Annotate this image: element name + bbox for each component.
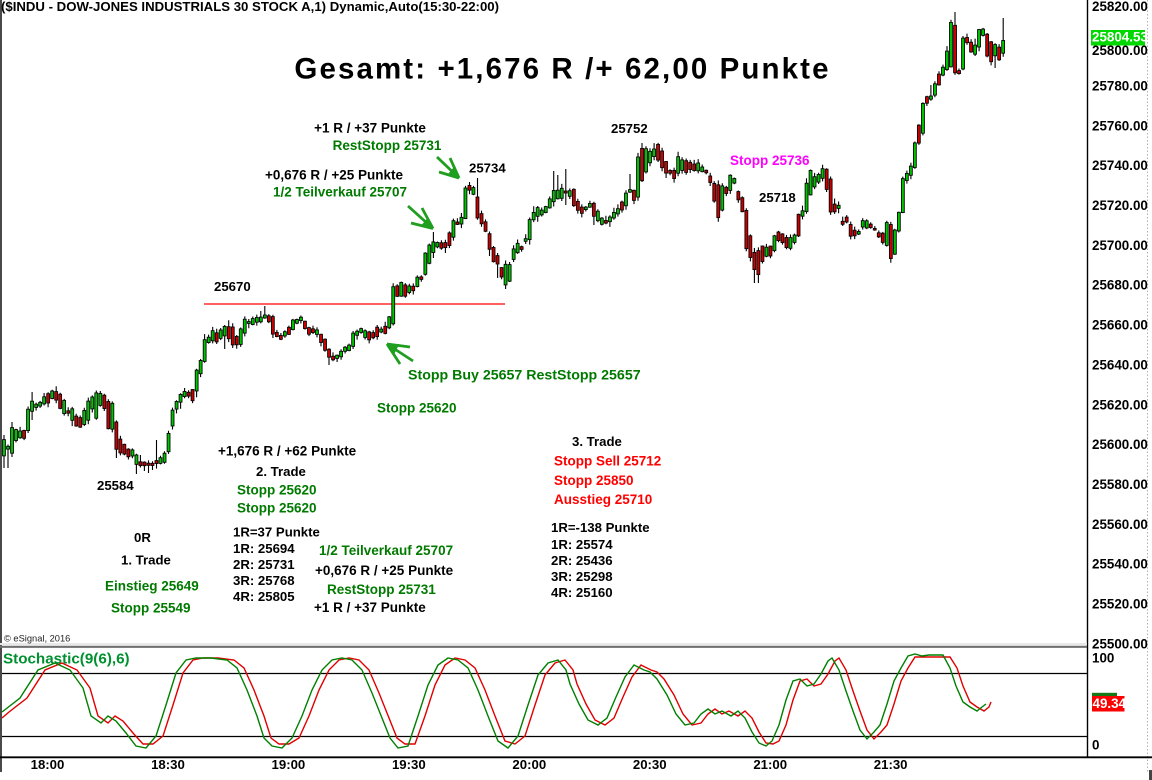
svg-text:25720.00: 25720.00 xyxy=(1092,198,1148,213)
svg-text:25780.00: 25780.00 xyxy=(1092,79,1148,94)
svg-text:Stopp Sell 25712: Stopp Sell 25712 xyxy=(554,454,661,469)
svg-text:+1 R / +37 Punkte: +1 R / +37 Punkte xyxy=(314,600,426,615)
svg-text:19:00: 19:00 xyxy=(272,757,306,772)
svg-text:25520.00: 25520.00 xyxy=(1092,597,1148,612)
svg-text:1R: 25574: 1R: 25574 xyxy=(551,537,613,552)
svg-text:Stochastic(9(6),6): Stochastic(9(6),6) xyxy=(3,650,130,667)
svg-text:+1,676 R / +62 Punkte: +1,676 R / +62 Punkte xyxy=(218,444,357,459)
svg-text:25500.00: 25500.00 xyxy=(1092,636,1148,651)
svg-text:1/2 Teilverkauf 25707: 1/2 Teilverkauf 25707 xyxy=(319,543,453,558)
svg-text:Ausstieg 25710: Ausstieg 25710 xyxy=(554,492,652,507)
svg-text:Stopp 25620: Stopp 25620 xyxy=(237,501,317,516)
svg-text:RestStopp 25731: RestStopp 25731 xyxy=(333,138,442,153)
svg-text:25660.00: 25660.00 xyxy=(1092,318,1148,333)
svg-text:25752: 25752 xyxy=(611,121,648,136)
svg-text:3R: 25768: 3R: 25768 xyxy=(233,573,295,588)
svg-text:25800.00: 25800.00 xyxy=(1092,43,1148,58)
svg-text:0R: 0R xyxy=(134,530,151,545)
svg-text:2R: 25436: 2R: 25436 xyxy=(551,553,613,568)
svg-text:25740.00: 25740.00 xyxy=(1092,158,1148,173)
svg-text:0: 0 xyxy=(1092,738,1099,753)
svg-text:+0,676 R / +25 Punkte: +0,676 R / +25 Punkte xyxy=(265,168,404,183)
svg-text:20:00: 20:00 xyxy=(512,757,546,772)
svg-text:Gesamt: +1,676 R /+ 62,00 Punk: Gesamt: +1,676 R /+ 62,00 Punkte xyxy=(294,53,830,86)
svg-text:4R: 25805: 4R: 25805 xyxy=(233,589,295,604)
svg-text:25560.00: 25560.00 xyxy=(1092,517,1148,532)
svg-text:25540.00: 25540.00 xyxy=(1092,557,1148,572)
svg-text:49.34: 49.34 xyxy=(1093,696,1127,711)
svg-text:Stopp 25620: Stopp 25620 xyxy=(377,401,457,416)
svg-text:2. Trade: 2. Trade xyxy=(256,464,306,479)
svg-text:Stopp 25620: Stopp 25620 xyxy=(237,483,317,498)
svg-text:18:30: 18:30 xyxy=(151,757,185,772)
svg-text:25734: 25734 xyxy=(469,160,506,175)
svg-text:20:30: 20:30 xyxy=(633,757,667,772)
svg-text:25600.00: 25600.00 xyxy=(1092,437,1148,452)
svg-text:25620.00: 25620.00 xyxy=(1092,397,1148,412)
svg-text:4R: 25160: 4R: 25160 xyxy=(551,585,613,600)
svg-text:25670: 25670 xyxy=(214,279,251,294)
svg-text:25760.00: 25760.00 xyxy=(1092,118,1148,133)
svg-text:25700.00: 25700.00 xyxy=(1092,238,1148,253)
svg-text:1R=37 Punkte: 1R=37 Punkte xyxy=(233,524,320,539)
svg-text:21:30: 21:30 xyxy=(874,757,908,772)
svg-text:25580.00: 25580.00 xyxy=(1092,477,1148,492)
svg-text:25640.00: 25640.00 xyxy=(1092,357,1148,372)
svg-text:Stopp 25549: Stopp 25549 xyxy=(111,601,191,616)
svg-text:1R=-138 Punkte: 1R=-138 Punkte xyxy=(551,520,650,535)
svg-text:21:00: 21:00 xyxy=(753,757,787,772)
svg-text:3R: 25298: 3R: 25298 xyxy=(551,569,613,584)
svg-text:Stopp 25736: Stopp 25736 xyxy=(730,153,810,168)
svg-text:+0,676 R / +25 Punkte: +0,676 R / +25 Punkte xyxy=(315,563,454,578)
svg-text:3. Trade: 3. Trade xyxy=(572,434,622,449)
svg-text:25820.00: 25820.00 xyxy=(1092,0,1148,14)
svg-text:($INDU - DOW-JONES INDUSTRIALS: ($INDU - DOW-JONES INDUSTRIALS 30 STOCK … xyxy=(1,0,499,14)
svg-text:25584: 25584 xyxy=(97,478,134,493)
svg-text:1R: 25694: 1R: 25694 xyxy=(233,541,295,556)
svg-text:2R: 25731: 2R: 25731 xyxy=(233,557,295,572)
svg-text:© eSignal, 2016: © eSignal, 2016 xyxy=(4,633,70,643)
svg-text:25680.00: 25680.00 xyxy=(1092,278,1148,293)
svg-text:Stopp 25850: Stopp 25850 xyxy=(554,473,634,488)
svg-text:RestStopp 25731: RestStopp 25731 xyxy=(327,582,436,597)
svg-text:100: 100 xyxy=(1092,651,1114,666)
svg-text:Einstieg 25649: Einstieg 25649 xyxy=(105,579,199,594)
svg-text:1/2 Teilverkauf 25707: 1/2 Teilverkauf 25707 xyxy=(273,185,407,200)
svg-text:25718: 25718 xyxy=(759,190,796,205)
svg-text:Stopp Buy 25657 RestStopp 2565: Stopp Buy 25657 RestStopp 25657 xyxy=(408,368,641,384)
svg-text:19:30: 19:30 xyxy=(392,757,426,772)
svg-text:25804.53: 25804.53 xyxy=(1092,30,1148,45)
svg-text:+1 R / +37 Punkte: +1 R / +37 Punkte xyxy=(314,121,426,136)
svg-text:18:00: 18:00 xyxy=(31,757,65,772)
svg-text:1. Trade: 1. Trade xyxy=(121,552,171,567)
